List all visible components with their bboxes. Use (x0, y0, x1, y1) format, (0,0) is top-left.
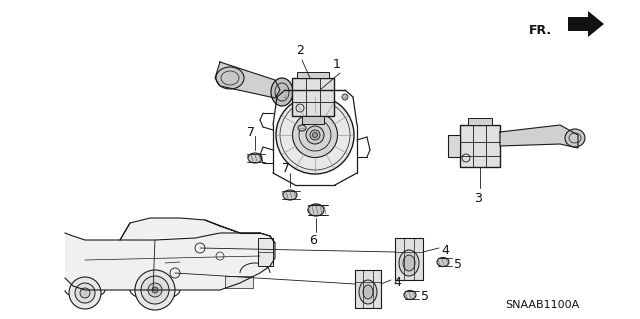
Ellipse shape (363, 285, 373, 299)
Bar (302, 116, 324, 124)
Text: FR.: FR. (529, 25, 552, 38)
Ellipse shape (148, 283, 162, 297)
Ellipse shape (141, 276, 169, 304)
Text: 5: 5 (421, 291, 429, 303)
Polygon shape (120, 218, 260, 240)
Bar (225, 276, 253, 288)
Ellipse shape (437, 257, 449, 266)
Ellipse shape (399, 250, 419, 276)
Bar (297, 72, 329, 78)
Ellipse shape (282, 94, 288, 100)
Ellipse shape (75, 283, 95, 303)
Bar (258, 238, 273, 266)
Bar (292, 78, 334, 116)
Text: 1: 1 (333, 58, 341, 71)
Ellipse shape (80, 288, 90, 298)
Text: SNAAB1100A: SNAAB1100A (505, 300, 579, 310)
Ellipse shape (308, 204, 324, 216)
Text: 6: 6 (309, 234, 317, 247)
Ellipse shape (359, 280, 377, 304)
Bar (460, 125, 500, 167)
Bar (468, 118, 492, 125)
Ellipse shape (306, 126, 324, 144)
Ellipse shape (312, 132, 317, 137)
Ellipse shape (283, 190, 297, 200)
Text: 7: 7 (247, 127, 255, 139)
Ellipse shape (271, 78, 293, 106)
Ellipse shape (404, 291, 416, 300)
Ellipse shape (248, 153, 262, 163)
Text: 2: 2 (296, 43, 304, 56)
Polygon shape (568, 11, 604, 37)
Bar (395, 238, 423, 280)
Bar (448, 135, 460, 157)
Ellipse shape (342, 94, 348, 100)
Ellipse shape (152, 287, 158, 293)
Ellipse shape (403, 255, 415, 271)
Ellipse shape (276, 96, 354, 174)
Bar (355, 270, 381, 308)
Ellipse shape (135, 270, 175, 310)
Ellipse shape (216, 67, 244, 89)
Text: 5: 5 (454, 257, 462, 271)
Ellipse shape (69, 277, 101, 309)
Text: 4: 4 (393, 276, 401, 288)
Polygon shape (65, 233, 275, 290)
Polygon shape (215, 62, 280, 98)
Ellipse shape (292, 113, 337, 158)
Text: 3: 3 (474, 191, 482, 204)
Text: 4: 4 (441, 243, 449, 256)
Polygon shape (500, 125, 578, 148)
Text: 7: 7 (282, 162, 290, 175)
Ellipse shape (565, 129, 585, 147)
Ellipse shape (310, 130, 320, 140)
Ellipse shape (298, 125, 306, 131)
